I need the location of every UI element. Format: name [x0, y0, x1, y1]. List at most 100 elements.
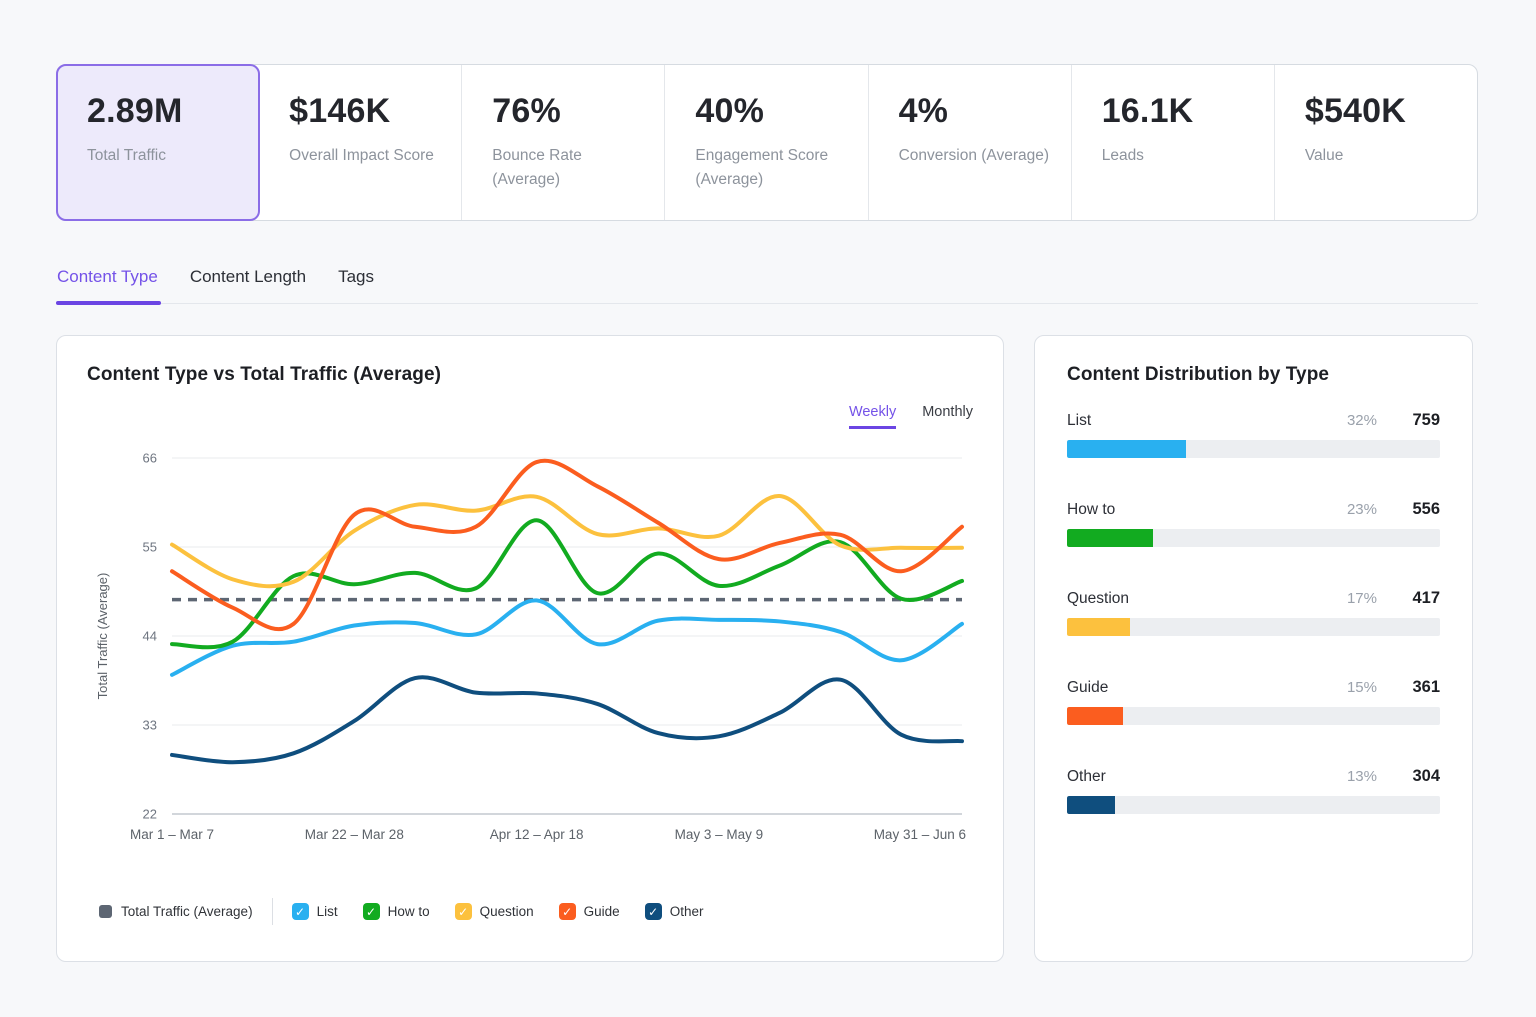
stat-label: Leads	[1102, 144, 1254, 168]
stat-value: 16.1K	[1102, 92, 1254, 131]
distribution-count: 361	[1404, 678, 1440, 697]
legend-series-item[interactable]: ✓ Guide	[559, 903, 620, 920]
content-type-chart-panel: Content Type vs Total Traffic (Average) …	[56, 335, 1004, 962]
dashboard-page: 2.89M Total Traffic $146K Overall Impact…	[0, 0, 1536, 962]
stat-card[interactable]: 4% Conversion (Average)	[869, 65, 1072, 220]
stat-card[interactable]: 2.89M Total Traffic	[56, 64, 260, 221]
checkbox-checked-icon[interactable]: ✓	[559, 903, 576, 920]
distribution-title: Content Distribution by Type	[1067, 364, 1440, 386]
distribution-label: How to	[1067, 501, 1115, 519]
distribution-bar-fill	[1067, 529, 1153, 547]
tab-label: Content Length	[190, 267, 306, 286]
svg-text:22: 22	[143, 807, 157, 822]
distribution-label: Other	[1067, 768, 1106, 786]
toggle-monthly[interactable]: Monthly	[922, 404, 973, 429]
distribution-label: List	[1067, 412, 1091, 430]
legend-item-total-traffic[interactable]: Total Traffic (Average)	[99, 904, 253, 919]
legend-series-item[interactable]: ✓ How to	[363, 903, 430, 920]
distribution-row: Guide 15% 361	[1067, 678, 1440, 725]
stat-label: Engagement Score (Average)	[695, 144, 847, 192]
tab-label: Content Type	[57, 267, 158, 286]
toggle-weekly[interactable]: Weekly	[849, 404, 896, 429]
distribution-percent: 13%	[1347, 768, 1377, 785]
svg-text:May 31 – Jun 6: May 31 – Jun 6	[874, 827, 966, 842]
distribution-bar-track	[1067, 707, 1440, 725]
tab[interactable]: Tags	[337, 257, 375, 303]
svg-text:Total Traffic (Average): Total Traffic (Average)	[95, 573, 110, 700]
legend-series-item[interactable]: ✓ Question	[455, 903, 534, 920]
legend-series-group: ✓ List ✓ How to ✓ Question	[292, 903, 704, 920]
traffic-line-chart: 22 33 44 55 66 Total Traffic (Average) Mar 1 –…	[87, 431, 975, 849]
stats-strip: 2.89M Total Traffic $146K Overall Impact…	[56, 64, 1478, 221]
chart-title: Content Type vs Total Traffic (Average)	[87, 364, 973, 386]
svg-text:55: 55	[143, 540, 157, 555]
stat-value: $146K	[289, 92, 441, 131]
svg-text:44: 44	[143, 629, 157, 644]
checkbox-checked-icon[interactable]: ✓	[292, 903, 309, 920]
legend-series-label: Guide	[584, 904, 620, 919]
content-distribution-panel: Content Distribution by Type List 32% 75…	[1034, 335, 1473, 962]
stat-label: Conversion (Average)	[899, 144, 1051, 168]
distribution-percent: 32%	[1347, 412, 1377, 429]
distribution-count: 417	[1404, 589, 1440, 608]
distribution-bar-fill	[1067, 707, 1123, 725]
legend-total-traffic-label: Total Traffic (Average)	[121, 904, 253, 919]
interval-toggle: Weekly Monthly	[87, 404, 973, 429]
distribution-count: 304	[1404, 767, 1440, 786]
stat-label: Overall Impact Score	[289, 144, 441, 168]
svg-text:Apr 12 – Apr 18: Apr 12 – Apr 18	[490, 827, 584, 842]
stat-label: Total Traffic	[87, 144, 239, 168]
legend-series-item[interactable]: ✓ List	[292, 903, 338, 920]
distribution-row: How to 23% 556	[1067, 500, 1440, 547]
distribution-bar-track	[1067, 796, 1440, 814]
tab[interactable]: Content Length	[189, 257, 307, 303]
svg-text:May 3 – May 9: May 3 – May 9	[675, 827, 764, 842]
svg-text:33: 33	[143, 718, 157, 733]
content-panels: Content Type vs Total Traffic (Average) …	[56, 335, 1478, 962]
total-traffic-swatch-icon	[99, 905, 112, 918]
legend-series-label: List	[317, 904, 338, 919]
legend-series-label: Other	[670, 904, 704, 919]
stat-card[interactable]: 76% Bounce Rate (Average)	[462, 65, 665, 220]
stat-value: 76%	[492, 92, 644, 131]
legend-series-label: Question	[480, 904, 534, 919]
stat-card[interactable]: $146K Overall Impact Score	[259, 65, 462, 220]
distribution-count: 556	[1404, 500, 1440, 519]
stat-value: $540K	[1305, 92, 1457, 131]
checkbox-checked-icon[interactable]: ✓	[645, 903, 662, 920]
distribution-bar-fill	[1067, 618, 1130, 636]
stat-value: 2.89M	[87, 92, 239, 131]
tab-bar: Content Type Content Length Tags	[56, 257, 1478, 304]
distribution-label: Question	[1067, 590, 1129, 608]
distribution-bar-fill	[1067, 796, 1115, 814]
distribution-bar-fill	[1067, 440, 1186, 458]
svg-text:66: 66	[143, 451, 157, 466]
distribution-rows: List 32% 759 How to	[1067, 411, 1440, 814]
distribution-bar-track	[1067, 440, 1440, 458]
chart-legend: Total Traffic (Average) ✓ List ✓ How to	[87, 898, 973, 925]
tab[interactable]: Content Type	[56, 257, 159, 303]
stat-card[interactable]: $540K Value	[1275, 65, 1477, 220]
distribution-bar-track	[1067, 618, 1440, 636]
tab-label: Tags	[338, 267, 374, 286]
checkbox-checked-icon[interactable]: ✓	[363, 903, 380, 920]
distribution-percent: 23%	[1347, 501, 1377, 518]
stat-card[interactable]: 40% Engagement Score (Average)	[665, 65, 868, 220]
distribution-bar-track	[1067, 529, 1440, 547]
distribution-row: Question 17% 417	[1067, 589, 1440, 636]
stat-label: Bounce Rate (Average)	[492, 144, 644, 192]
svg-text:Mar 1 – Mar 7: Mar 1 – Mar 7	[130, 827, 214, 842]
legend-series-item[interactable]: ✓ Other	[645, 903, 704, 920]
svg-text:Mar 22 – Mar 28: Mar 22 – Mar 28	[305, 827, 404, 842]
distribution-row: Other 13% 304	[1067, 767, 1440, 814]
stat-card[interactable]: 16.1K Leads	[1072, 65, 1275, 220]
distribution-percent: 15%	[1347, 679, 1377, 696]
legend-series-label: How to	[388, 904, 430, 919]
stat-value: 4%	[899, 92, 1051, 131]
stat-label: Value	[1305, 144, 1457, 168]
distribution-row: List 32% 759	[1067, 411, 1440, 458]
legend-divider	[272, 898, 273, 925]
distribution-count: 759	[1404, 411, 1440, 430]
distribution-percent: 17%	[1347, 590, 1377, 607]
checkbox-checked-icon[interactable]: ✓	[455, 903, 472, 920]
